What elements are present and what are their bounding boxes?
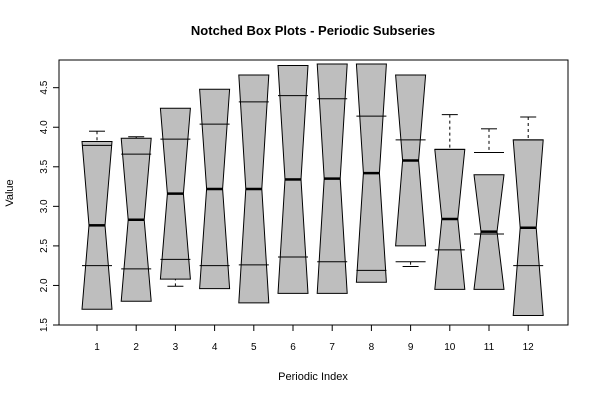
- y-tick-label: 4.5: [39, 80, 50, 94]
- x-tick-label: 6: [290, 342, 296, 353]
- box-3: [159, 107, 191, 287]
- x-tick-label: 9: [408, 342, 414, 353]
- box-4: [199, 88, 231, 290]
- x-tick-label: 8: [369, 342, 375, 353]
- x-tick-label: 12: [523, 342, 535, 353]
- box-9: [395, 74, 427, 267]
- y-axis-label: Value: [4, 179, 16, 206]
- x-tick-label: 10: [444, 342, 456, 353]
- box-2: [120, 136, 152, 302]
- chart-title: Notched Box Plots - Periodic Subseries: [191, 23, 435, 38]
- box-7: [316, 63, 348, 294]
- y-tick-label: 2.0: [39, 278, 50, 292]
- box-6: [277, 65, 309, 294]
- x-axis: 1 2 3 4 5 6 7 8 9 10 11 12: [94, 324, 535, 353]
- box-group: [81, 63, 544, 316]
- x-tick-label: 4: [212, 342, 218, 353]
- x-tick-label: 1: [94, 342, 100, 353]
- box-11: [473, 128, 505, 290]
- y-axis: 1.5 2.0 2.5 3.0 3.5 4.0 4.5: [39, 80, 60, 332]
- y-tick-label: 2.5: [39, 239, 50, 253]
- x-tick-label: 5: [251, 342, 257, 353]
- x-tick-label: 7: [329, 342, 335, 353]
- x-tick-label: 3: [173, 342, 179, 353]
- box-12: [512, 116, 544, 316]
- x-axis-label: Periodic Index: [278, 371, 348, 383]
- box-1: [81, 130, 113, 310]
- y-tick-label: 3.5: [39, 159, 50, 173]
- box-5: [238, 74, 270, 304]
- x-tick-label: 2: [133, 342, 139, 353]
- box-10: [434, 114, 466, 290]
- y-tick-label: 1.5: [39, 318, 50, 332]
- box-8: [355, 63, 387, 283]
- y-tick-label: 4.0: [39, 120, 50, 134]
- y-tick-label: 3.0: [39, 199, 50, 213]
- x-tick-label: 11: [484, 342, 495, 353]
